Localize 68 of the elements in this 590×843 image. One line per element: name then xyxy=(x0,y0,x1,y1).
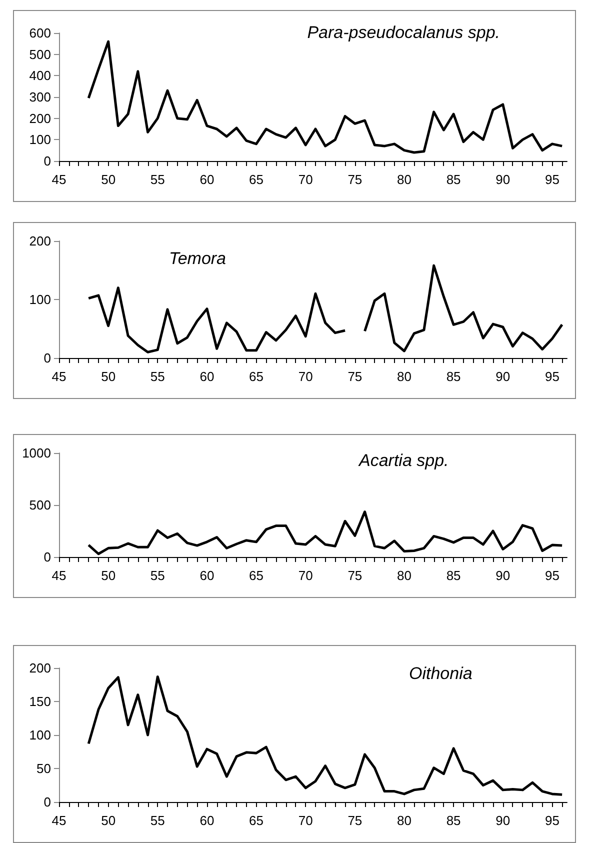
x-tick-label: 45 xyxy=(52,172,66,187)
y-tick-label: 50 xyxy=(36,761,51,776)
y-tick-label: 100 xyxy=(29,292,51,307)
x-tick-label: 45 xyxy=(52,813,66,828)
x-tick-label: 85 xyxy=(446,369,461,384)
y-tick-label: 0 xyxy=(44,350,51,366)
x-tick-label: 45 xyxy=(52,568,66,583)
x-tick-label: 65 xyxy=(249,369,264,384)
y-tick-label: 150 xyxy=(29,694,51,709)
x-tick-label: 45 xyxy=(52,369,66,384)
x-tick-label: 70 xyxy=(298,172,313,187)
x-tick-label: 80 xyxy=(397,369,412,384)
x-tick-label: 95 xyxy=(544,568,560,583)
line-series xyxy=(87,40,564,154)
y-tick-label: 0 xyxy=(44,794,51,810)
x-tick-label: 55 xyxy=(150,172,165,187)
chart-title: Acartia spp. xyxy=(358,451,449,470)
x-tick-label: 85 xyxy=(446,813,461,828)
chart-title: Para-pseudocalanus spp. xyxy=(307,23,500,42)
x-tick-label: 55 xyxy=(150,568,165,583)
chart-title: Oithonia xyxy=(409,664,472,683)
x-tick-label: 55 xyxy=(150,369,165,384)
x-tick-label: 70 xyxy=(298,568,313,583)
x-tick-label: 75 xyxy=(348,568,362,583)
y-tick-label: 100 xyxy=(29,728,51,742)
x-tick-label: 65 xyxy=(249,568,264,583)
x-tick-label: 85 xyxy=(446,568,461,583)
x-tick-label: 90 xyxy=(496,172,510,187)
x-tick-label: 60 xyxy=(200,369,214,384)
x-tick-label: 50 xyxy=(101,172,116,187)
x-tick-label: 60 xyxy=(200,813,214,828)
x-tick-label: 60 xyxy=(200,568,214,583)
x-tick-label: 95 xyxy=(544,172,560,187)
x-tick-label: 80 xyxy=(397,172,412,187)
x-tick-label: 50 xyxy=(101,568,116,583)
y-tick-label: 200 xyxy=(29,660,51,676)
x-tick-label: 75 xyxy=(348,813,362,828)
y-tick-label: 0 xyxy=(44,550,51,564)
x-tick-label: 50 xyxy=(101,813,116,828)
y-tick-label: 200 xyxy=(29,110,51,126)
y-tick-label: 600 xyxy=(29,26,51,40)
x-tick-label: 90 xyxy=(496,568,510,583)
x-tick-label: 90 xyxy=(496,369,510,384)
x-tick-label: 70 xyxy=(298,369,313,384)
y-tick-label: 400 xyxy=(29,68,51,84)
y-tick-label: 0 xyxy=(44,154,51,168)
x-tick-label: 85 xyxy=(446,172,461,187)
x-tick-label: 80 xyxy=(397,813,412,828)
x-tick-label: 65 xyxy=(249,172,264,187)
y-tick-label: 100 xyxy=(29,132,51,148)
x-tick-label: 75 xyxy=(348,369,362,384)
x-tick-label: 95 xyxy=(544,369,560,384)
y-tick-label: 500 xyxy=(29,498,51,512)
y-tick-label: 1000 xyxy=(22,446,51,460)
x-tick-label: 95 xyxy=(544,813,560,828)
x-tick-label: 55 xyxy=(150,813,165,828)
x-tick-label: 60 xyxy=(200,172,214,187)
y-tick-label: 500 xyxy=(29,46,51,62)
y-tick-label: 200 xyxy=(29,234,51,248)
x-tick-label: 90 xyxy=(496,813,510,828)
x-tick-label: 70 xyxy=(298,813,313,828)
line-series xyxy=(87,510,564,556)
x-tick-label: 50 xyxy=(101,369,116,384)
x-tick-label: 80 xyxy=(397,568,412,583)
y-tick-label: 300 xyxy=(29,90,51,104)
x-tick-label: 75 xyxy=(348,172,362,187)
x-tick-label: 65 xyxy=(249,813,264,828)
text: Temora xyxy=(169,249,226,268)
